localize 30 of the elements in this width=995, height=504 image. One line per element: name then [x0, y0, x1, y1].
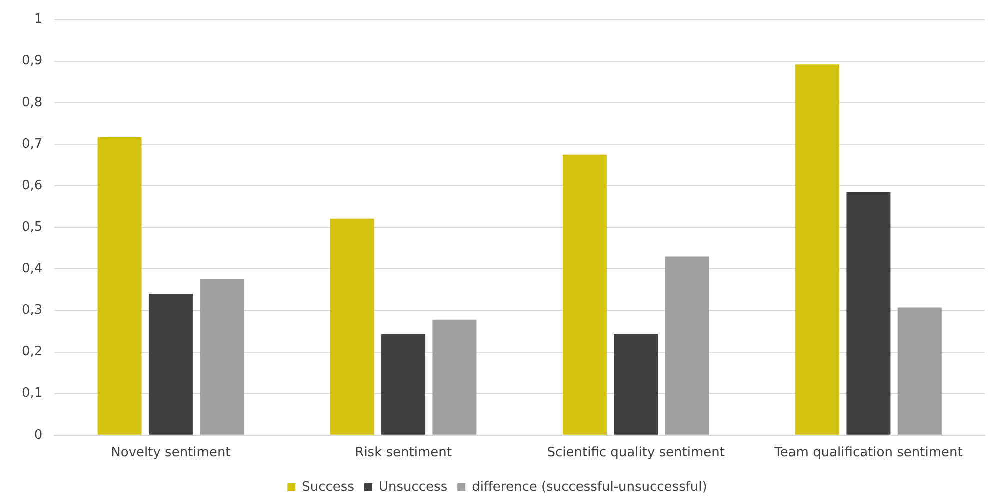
x-tick-label: Team qualification sentiment: [774, 446, 963, 461]
x-tick-label: Scientific quality sentiment: [547, 446, 726, 461]
y-tick-label: 0,5: [22, 220, 43, 235]
legend-label: Success: [302, 480, 355, 495]
bar: [382, 334, 426, 435]
y-tick-label: 1: [34, 12, 43, 28]
x-tick-label: Risk sentiment: [355, 446, 452, 461]
y-tick-label: 0,1: [22, 386, 43, 402]
bar: [796, 64, 840, 435]
bar: [148, 294, 193, 435]
bar: [898, 308, 942, 435]
y-tick-label: 0,2: [22, 344, 43, 360]
y-tick-label: 0,4: [22, 262, 43, 277]
y-tick-label: 0,6: [22, 178, 43, 194]
y-tick-label: 0: [34, 428, 43, 443]
bar: [200, 280, 244, 435]
bar: [562, 154, 607, 435]
bar: [665, 256, 710, 435]
y-tick-label: 0,8: [22, 95, 43, 110]
y-tick-label: 0,3: [22, 303, 43, 318]
legend-label: Unsuccess: [378, 480, 448, 495]
legend-label: difference (successful-unsuccessful): [472, 480, 708, 495]
bar: [98, 137, 142, 435]
bar: [614, 334, 658, 435]
bar: [330, 218, 374, 435]
bar: [846, 192, 891, 435]
bar: [432, 320, 477, 435]
y-tick-label: 0,7: [22, 136, 43, 152]
x-tick-label: Novelty sentiment: [111, 446, 231, 461]
y-tick-label: 0,9: [22, 54, 43, 69]
